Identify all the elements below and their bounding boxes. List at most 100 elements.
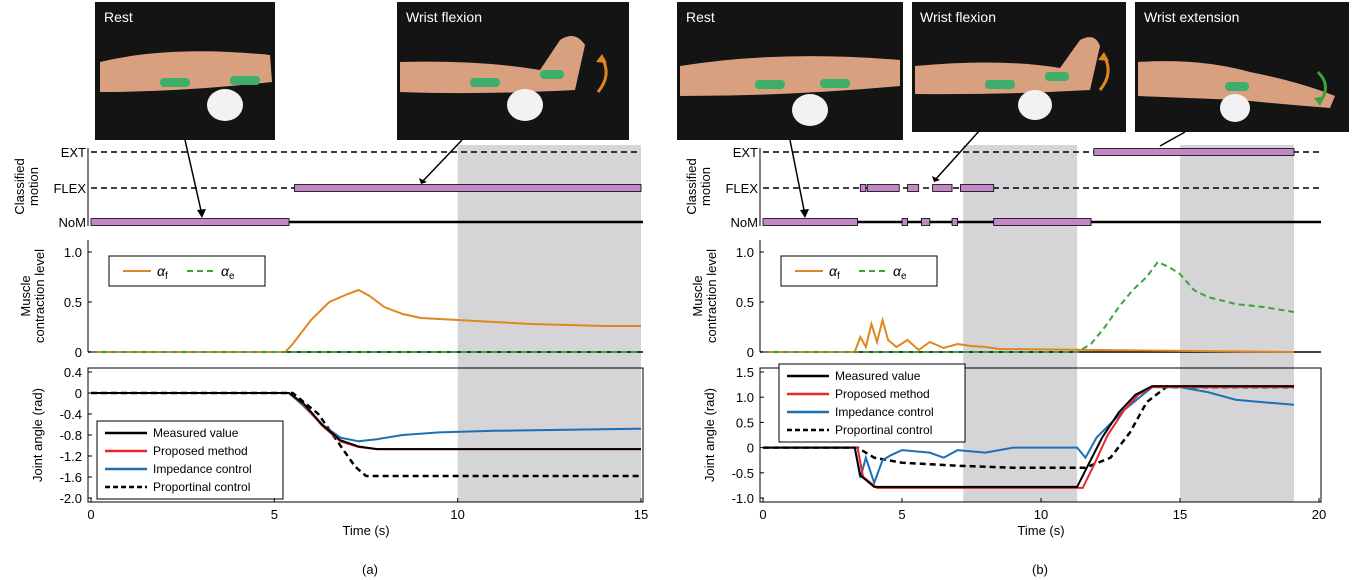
- joint-y-tick-label: 1.5: [736, 365, 754, 380]
- joint-series-proposed-method: [763, 386, 1294, 489]
- photo-label-rest: Rest: [686, 9, 715, 25]
- legend-label: Proportinal control: [835, 423, 932, 437]
- motion-segment: [921, 218, 931, 226]
- legend-label: Measured value: [835, 369, 921, 383]
- pointer-arrow-extension-b: [1159, 131, 1186, 147]
- joint-y-tick-label: 0: [75, 386, 82, 401]
- sensor-icon: [755, 80, 785, 89]
- contraction-y-tick-label: 0.5: [736, 295, 754, 310]
- joint-series-proportinal-control: [763, 385, 1294, 470]
- x-tick-label: 0: [87, 507, 94, 522]
- sensor-icon: [230, 76, 260, 85]
- legend-label: Impedance control: [153, 462, 252, 476]
- panel-b-charts: EXT FLEX NoM Classifiedmotion 1.0 0.5 0 Musclec…: [684, 145, 1326, 538]
- motion-tick-label-nom: NoM: [731, 215, 758, 230]
- contraction-y-tick-label: 0.5: [64, 295, 82, 310]
- joint-y-tick-label: 0.4: [64, 365, 82, 380]
- motion-segment: [859, 184, 867, 192]
- pointer-arrow-rest-b: [789, 139, 806, 216]
- x-tick-label: 5: [898, 507, 905, 522]
- legend-label: Proposed method: [835, 387, 930, 401]
- motion-segment: [866, 184, 900, 192]
- joint-series-proportinal-control: [91, 391, 641, 478]
- panel-b-photo-flexion: Wrist flexion: [912, 2, 1126, 132]
- motion-segment: [901, 218, 908, 226]
- contraction-y-tick-label: 1.0: [736, 245, 754, 260]
- sensor-icon: [1045, 72, 1069, 81]
- legend-label: Proposed method: [153, 444, 248, 458]
- panel-a-charts: EXT FLEX NoM Classifiedmotion 1.0 0.5 0 Musclec…: [12, 145, 648, 538]
- x-axis-label: Time (s): [342, 523, 389, 538]
- joint-y-tick-label: -0.5: [732, 466, 754, 481]
- sensor-icon: [1225, 82, 1249, 91]
- motion-tick-label-nom: NoM: [59, 215, 86, 230]
- joint-y-tick-label: -2.0: [60, 491, 82, 506]
- panel-b-photos: Rest Wrist flexion Wrist extension: [677, 2, 1349, 140]
- joint-y-tick-label: 0: [747, 441, 754, 456]
- pointer-arrow-rest-a: [184, 139, 203, 216]
- photo-label-rest: Rest: [104, 9, 133, 25]
- wrist-rest-pad: [1220, 94, 1250, 122]
- motion-segment: [294, 184, 642, 192]
- motion-segment: [993, 218, 1092, 226]
- joint-y-tick-label: -0.4: [60, 407, 82, 422]
- motion-segment: [1093, 148, 1295, 156]
- sensor-icon: [160, 78, 190, 87]
- motion-tick-label-ext: EXT: [733, 145, 758, 160]
- joint-y-tick-label: -1.6: [60, 470, 82, 485]
- legend-label: Measured value: [153, 426, 239, 440]
- x-tick-label: 20: [1312, 507, 1326, 522]
- contraction-series-alpha-f: [91, 288, 641, 353]
- arrow-head-icon: [596, 54, 607, 63]
- joint-y-label: Joint angle (rad): [702, 388, 717, 482]
- panel-a-photo-flexion: Wrist flexion: [397, 2, 629, 140]
- x-tick-label: 10: [450, 507, 464, 522]
- joint-y-tick-label: 1.0: [736, 390, 754, 405]
- panel-label-b: (b): [1032, 562, 1048, 577]
- motion-tick-label-flex: FLEX: [725, 181, 758, 196]
- sensor-icon: [470, 78, 500, 87]
- joint-y-label: Joint angle (rad): [30, 388, 45, 482]
- arrow-head-icon: [1098, 52, 1109, 61]
- legend-label-alpha-f: αf: [829, 263, 840, 282]
- photo-label-wrist-flexion: Wrist flexion: [920, 9, 996, 25]
- arm-shape: [100, 51, 272, 92]
- contraction-y-tick-label: 0: [747, 345, 754, 360]
- photo-label-wrist-extension: Wrist extension: [1144, 9, 1239, 25]
- x-tick-label: 15: [634, 507, 648, 522]
- contraction-series-alpha-f: [763, 316, 1294, 353]
- pointer-arrow-flexion-a: [421, 139, 463, 183]
- motion-segment: [951, 218, 958, 226]
- x-tick-label: 15: [1173, 507, 1187, 522]
- contraction-y-tick-label: 1.0: [64, 245, 82, 260]
- photo-pointer-arrows: [184, 129, 1186, 218]
- motion-tick-label-flex: FLEX: [53, 181, 86, 196]
- joint-series-measured-value: [91, 392, 641, 451]
- joint-y-tick-label: -0.8: [60, 428, 82, 443]
- joint-series-impedance-control: [91, 392, 642, 443]
- contraction-y-label: Musclecontraction level: [18, 249, 47, 343]
- joint-series-measured-value: [763, 385, 1294, 488]
- arrow-head-icon: [197, 209, 206, 218]
- panel-b-photo-extension: Wrist extension: [1135, 2, 1349, 132]
- legend-label-alpha-f: αf: [157, 263, 168, 282]
- x-tick-label: 0: [759, 507, 766, 522]
- joint-y-tick-label: 0.5: [736, 415, 754, 430]
- joint-series-impedance-control: [763, 386, 1295, 486]
- wrist-rest-pad: [792, 94, 828, 126]
- sensor-icon: [985, 80, 1015, 89]
- joint-y-tick-label: -1.0: [732, 491, 754, 506]
- contraction-y-tick-label: 0: [75, 345, 82, 360]
- legend-label: Proportinal control: [153, 480, 250, 494]
- motion-segment: [932, 184, 953, 192]
- panel-label-a: (a): [362, 562, 378, 577]
- contraction-y-label: Musclecontraction level: [690, 249, 719, 343]
- arm-shape: [400, 36, 585, 94]
- motion-segment: [762, 218, 858, 226]
- pointer-arrow-flexion-b: [934, 129, 981, 181]
- arrow-head-icon: [932, 176, 940, 182]
- joint-y-tick-label: -1.2: [60, 449, 82, 464]
- wrist-rest-pad: [1018, 90, 1052, 120]
- motion-segment: [959, 184, 995, 192]
- panel-a-photo-rest: Rest: [95, 2, 275, 140]
